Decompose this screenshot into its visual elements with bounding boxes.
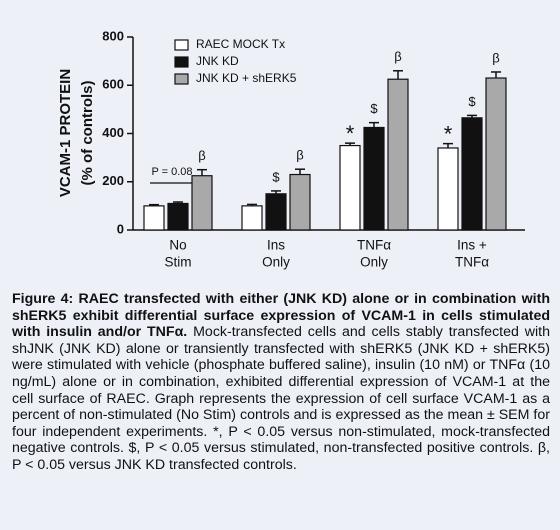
bar <box>191 175 213 231</box>
legend-swatch <box>174 39 189 51</box>
significance-mark: β <box>492 50 499 65</box>
bar <box>437 147 459 231</box>
x-tick-label: TNFα <box>455 255 489 270</box>
significance-mark: β <box>394 49 401 64</box>
caption-text: Mock-transfected cells and cells stably … <box>12 324 550 473</box>
bar <box>241 205 263 231</box>
y-tick-label: 0 <box>117 221 124 236</box>
significance-mark: * <box>346 121 355 146</box>
x-tick-label: Stim <box>165 255 192 270</box>
significance-mark: β <box>296 148 303 163</box>
bar <box>265 193 287 231</box>
significance-mark: $ <box>370 101 378 116</box>
significance-mark: $ <box>272 169 280 184</box>
x-tick-label: Only <box>360 255 388 270</box>
significance-mark: $ <box>468 94 476 109</box>
bar <box>363 126 385 231</box>
y-axis-label: (% of controls) <box>79 81 96 186</box>
bar <box>387 78 409 231</box>
y-tick-label: 600 <box>102 77 124 92</box>
legend-label: RAEC MOCK Tx <box>196 37 285 51</box>
legend-swatch <box>174 73 189 85</box>
bar <box>167 202 189 231</box>
y-tick-label: 200 <box>102 173 124 188</box>
legend-label: JNK KD <box>196 54 239 68</box>
significance-mark: * <box>444 121 453 146</box>
y-axis-label: VCAM-1 PROTEIN <box>57 69 74 197</box>
bar <box>289 173 311 231</box>
caption: Figure 4: RAEC transfected with either (… <box>12 291 550 474</box>
y-tick-label: 400 <box>102 125 124 140</box>
chart: VCAM-1 PROTEIN (% of controls) P = 0.08 … <box>57 28 525 270</box>
x-tick-label: No <box>169 238 186 253</box>
y-tick-label: 800 <box>102 28 124 43</box>
bar <box>485 77 507 231</box>
bar <box>143 205 165 231</box>
x-tick-label: Ins <box>267 238 285 253</box>
bar <box>339 144 361 231</box>
x-tick-label: Ins + <box>457 238 487 253</box>
annotation: P = 0.08 <box>151 166 192 178</box>
bar <box>461 117 483 231</box>
significance-mark: β <box>198 148 205 163</box>
legend-swatch <box>174 56 189 68</box>
x-tick-label: Only <box>262 255 290 270</box>
legend-label: JNK KD + shERK5 <box>196 71 297 85</box>
caption-title: Figure 4: RAEC transfected with either (… <box>12 291 550 341</box>
x-tick-label: TNFα <box>357 238 391 253</box>
